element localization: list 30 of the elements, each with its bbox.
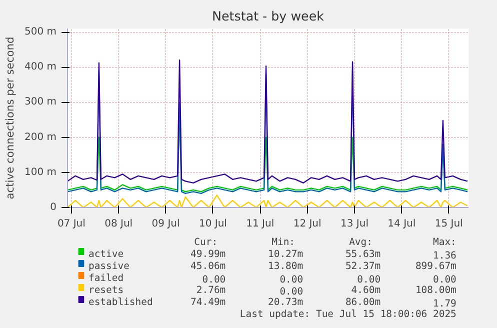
y-tick-label: 100 m	[24, 166, 57, 178]
text: 0.00 0.00 0.00 0.00	[202, 274, 456, 286]
x-tick-label: 15 Jul	[434, 218, 463, 230]
y-tick-label: 200 m	[24, 132, 57, 143]
text: 2.76m 0.00 4.60m 108.00m	[196, 285, 456, 298]
legend-label: resets	[88, 285, 124, 296]
x-tick-label: 07 Jul	[57, 218, 86, 230]
x-tick-label: 08 Jul	[104, 218, 133, 230]
text: Cur: Min: Avg: Max:	[194, 237, 456, 248]
text: 49.99m 10.27m 55.63m 1.36	[190, 249, 456, 262]
x-tick-label: 10 Jul	[198, 218, 227, 230]
text: 74.49m 20.73m 86.00m 1.79	[190, 297, 456, 310]
legend-label: passive	[88, 261, 130, 272]
line-series	[68, 59, 468, 184]
legend-label: failed	[88, 273, 124, 284]
legend-label: established	[88, 297, 153, 308]
x-tick-label: 13 Jul	[340, 218, 368, 230]
text: 45.06m 13.80m 52.37m 899.67m	[190, 261, 456, 272]
x-tick-label: 11 Jul	[246, 218, 274, 230]
legend-label: active	[88, 249, 124, 260]
x-tick-label: 14 Jul	[388, 218, 416, 230]
y-axis-title: active connections per second	[3, 36, 16, 200]
x-tick-label: 09 Jul	[152, 218, 180, 230]
chart-title: Netstat - by week	[212, 8, 325, 24]
x-tick-label: 12 Jul	[293, 218, 322, 230]
text: Last update: Tue Jul 15 18:00:06 2025	[240, 309, 457, 320]
y-tick-label: 0	[50, 202, 57, 213]
y-tick-label: 400 m	[24, 62, 57, 73]
y-tick-label: 300 m	[24, 96, 57, 108]
y-tick-label: 500 m	[24, 26, 57, 38]
